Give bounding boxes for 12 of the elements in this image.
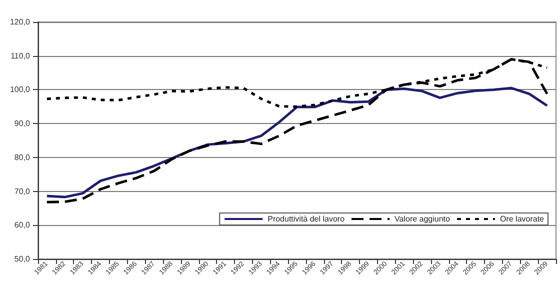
y-tick-label: 110,0	[10, 51, 31, 60]
y-tick-label: 80,0	[14, 152, 31, 162]
y-tick-label: 120,0	[10, 18, 31, 26]
legend-label: Ore lavorate	[500, 214, 545, 224]
y-tick-label: 100,0	[10, 85, 31, 94]
legend-label: Produttività del lavoro	[268, 214, 346, 224]
y-tick-label: 60,0	[14, 220, 31, 230]
y-tick-label: 50,0	[14, 254, 31, 264]
legend-label: Valore aggiunto	[394, 214, 451, 224]
y-tick-label: 90,0	[14, 119, 31, 128]
y-tick-label: 70,0	[14, 186, 31, 196]
line-series	[46, 58, 548, 204]
